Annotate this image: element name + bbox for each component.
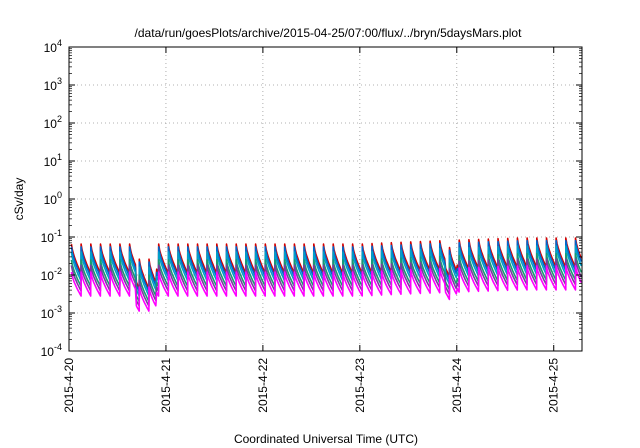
series-6 [70, 265, 583, 312]
series-line [70, 245, 583, 297]
y-tick-label: 104 [44, 38, 62, 55]
series-line [70, 239, 583, 293]
y-tick-label: 10-3 [41, 304, 62, 321]
x-tick-label: 2015-4-20 [62, 358, 76, 413]
y-tick-label: 10-2 [41, 266, 62, 283]
y-tick-label: 101 [44, 152, 62, 169]
y-tick-label: 10-1 [41, 228, 62, 245]
y-tick-label: 103 [44, 76, 62, 93]
x-axis-label: Coordinated Universal Time (UTC) [234, 432, 418, 446]
series-3 [70, 245, 583, 297]
y-tick-label: 102 [44, 114, 62, 131]
y-axis-ticks: 10-4 10-3 10-2 10-1 100 101 102 103 104 [41, 38, 582, 359]
series-line [70, 265, 583, 312]
x-tick-label: 2015-4-21 [159, 358, 173, 413]
series-4 [70, 252, 583, 303]
x-tick-label: 2015-4-24 [450, 358, 464, 413]
y-tick-label: 10-4 [41, 342, 62, 359]
series-line [70, 237, 583, 290]
y-tick-label: 100 [44, 190, 62, 207]
series-layer [70, 237, 583, 312]
x-axis-ticks: 2015-4-20 2015-4-21 2015-4-22 2015-4-23 2015… [62, 47, 561, 413]
x-tick-label: 2015-4-22 [256, 358, 270, 413]
x-tick-label: 2015-4-23 [353, 358, 367, 413]
series-line [70, 258, 583, 307]
y-axis-label: cSv/day [12, 178, 26, 221]
x-tick-label: 2015-4-25 [547, 358, 561, 413]
series-2 [70, 239, 583, 293]
chart-title: /data/run/goesPlots/archive/2015-04-25/0… [135, 26, 523, 40]
series-line [70, 252, 583, 303]
series-5 [70, 258, 583, 307]
series-1 [70, 237, 583, 290]
